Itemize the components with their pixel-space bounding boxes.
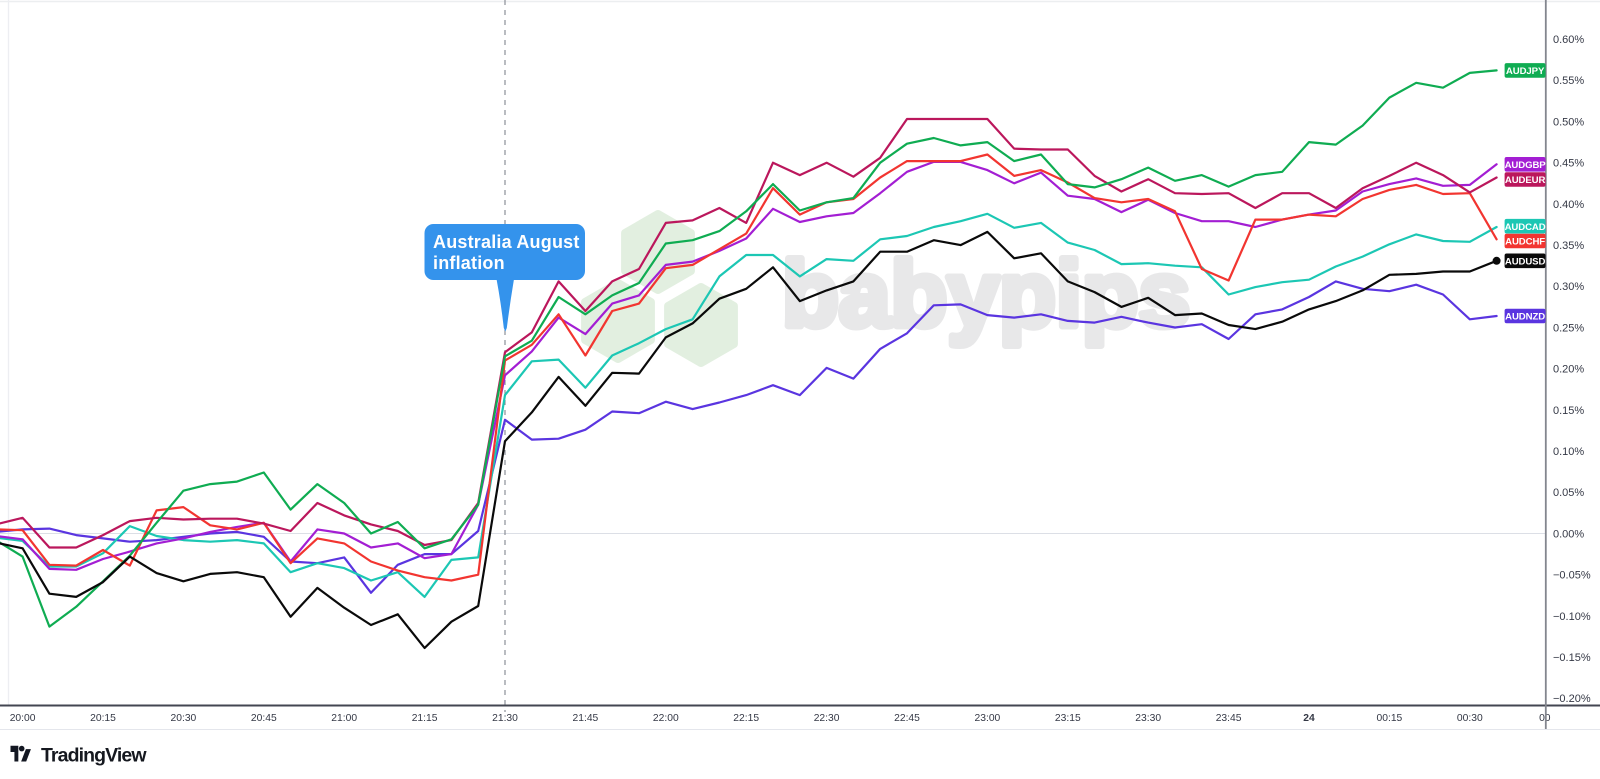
svg-text:babypips: babypips [782,242,1190,346]
svg-text:AUDEUR: AUDEUR [1505,175,1546,186]
svg-text:22:45: 22:45 [894,713,920,724]
svg-text:21:00: 21:00 [331,713,357,724]
svg-text:23:00: 23:00 [975,713,1001,724]
svg-text:23:45: 23:45 [1216,713,1242,724]
svg-text:0.25%: 0.25% [1553,322,1584,334]
svg-text:21:15: 21:15 [412,713,438,724]
svg-text:−0.20%: −0.20% [1553,693,1591,705]
svg-text:21:30: 21:30 [492,713,518,724]
svg-text:23:30: 23:30 [1135,713,1161,724]
svg-text:00:15: 00:15 [1377,713,1403,724]
svg-text:AUDCAD: AUDCAD [1505,222,1546,233]
svg-text:0.10%: 0.10% [1553,446,1584,458]
svg-text:20:00: 20:00 [10,713,36,724]
svg-text:21:45: 21:45 [573,713,599,724]
svg-text:AUDUSD: AUDUSD [1505,256,1546,267]
svg-text:TradingView: TradingView [41,745,147,767]
svg-text:0.30%: 0.30% [1553,281,1584,293]
svg-text:−0.15%: −0.15% [1553,652,1591,664]
svg-text:0.50%: 0.50% [1553,116,1584,128]
svg-text:22:30: 22:30 [814,713,840,724]
svg-text:20:30: 20:30 [171,713,197,724]
svg-text:0.00%: 0.00% [1553,528,1584,540]
svg-text:0.15%: 0.15% [1553,405,1584,417]
svg-text:−0.10%: −0.10% [1553,611,1591,623]
svg-text:−0.05%: −0.05% [1553,570,1591,582]
svg-text:22:15: 22:15 [733,713,759,724]
svg-text:0.05%: 0.05% [1553,487,1584,499]
svg-text:0.45%: 0.45% [1553,158,1584,170]
svg-text:0.20%: 0.20% [1553,364,1584,376]
svg-text:AUDGBP: AUDGBP [1505,160,1547,171]
svg-text:AUDCHF: AUDCHF [1505,237,1545,248]
svg-text:AUDNZD: AUDNZD [1505,312,1545,323]
svg-text:24: 24 [1303,713,1315,724]
svg-text:20:15: 20:15 [90,713,116,724]
svg-text:inflation: inflation [433,253,505,273]
svg-text:20:45: 20:45 [251,713,277,724]
svg-text:0.40%: 0.40% [1553,199,1584,211]
svg-text:Australia August: Australia August [433,232,580,252]
svg-text:23:15: 23:15 [1055,713,1081,724]
svg-text:00:30: 00:30 [1457,713,1483,724]
svg-text:0.55%: 0.55% [1553,75,1584,87]
svg-text:0.35%: 0.35% [1553,240,1584,252]
svg-text:0.60%: 0.60% [1553,34,1584,46]
svg-text:22:00: 22:00 [653,713,679,724]
svg-text:AUDJPY: AUDJPY [1506,66,1545,77]
